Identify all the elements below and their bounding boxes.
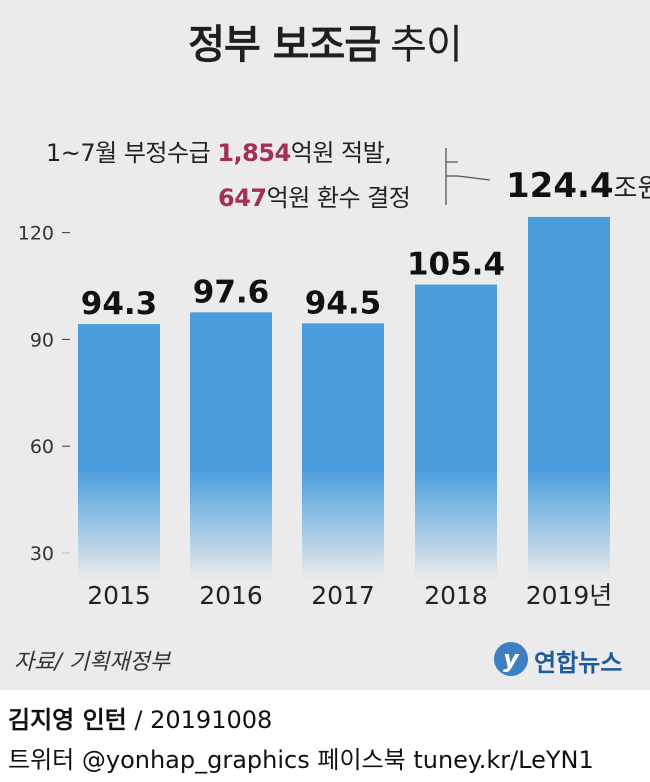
annotation-line-1-text: 1~7월 부정수급	[46, 139, 218, 167]
callout-value: 124.4	[506, 166, 614, 206]
chart-title: 정부 보조금 추이	[0, 12, 650, 70]
annotation-line-2: 647억원 환수 결정	[218, 178, 411, 213]
bar-value-labels: 94.3 97.6 94.5 105.4	[81, 247, 505, 323]
x-tick-label: 2015	[87, 581, 151, 610]
title-rest: 추이	[390, 22, 463, 68]
annotation-line-1: 1~7월 부정수급 1,854억원 적발,	[46, 133, 392, 168]
annotation-highlight-2: 647	[218, 184, 267, 212]
credit-line: 김지영 인턴 / 20191008	[8, 700, 272, 735]
annotation-line-2-suffix: 억원 환수 결정	[266, 184, 411, 212]
x-axis: 2015 2016 2017 2018 2019년	[87, 581, 612, 610]
x-tick-label: 2018	[424, 581, 488, 610]
y-tick-label: 30	[30, 543, 54, 565]
y-tick-label: 60	[30, 436, 54, 458]
bar-chart: 30 60 90 120 94.3 97.6 94.5 105.4 2015 2016 2017…	[18, 148, 650, 610]
annotation-line-1-suffix: 억원 적발,	[290, 139, 392, 167]
callout-2019: 124.4조원	[506, 166, 650, 206]
bar-fade-overlay	[60, 470, 650, 580]
annotation-highlight-1: 1,854	[217, 139, 291, 167]
bar-value-label: 94.5	[305, 285, 382, 321]
source-note: 자료/ 기획재정부	[14, 650, 171, 675]
logo-text: 연합뉴스	[534, 649, 623, 677]
y-tick-label: 120	[18, 223, 54, 245]
x-tick-label: 2019년	[526, 581, 613, 610]
title-main: 정부 보조금	[188, 22, 381, 68]
y-axis: 30 60 90 120	[18, 223, 70, 565]
bar-value-label: 94.3	[81, 286, 158, 322]
social-links: 트위터 @yonhap_graphics 페이스북 tuney.kr/LeYN1	[8, 746, 594, 774]
annotation-bracket	[445, 148, 491, 205]
x-tick-label: 2017	[311, 581, 375, 610]
bar-value-label: 97.6	[193, 274, 270, 310]
bar-value-label: 105.4	[407, 247, 505, 283]
credit-date: / 20191008	[126, 706, 273, 734]
yonhap-logo-icon: y	[494, 642, 528, 676]
y-tick-label: 90	[30, 329, 54, 351]
credit-name: 김지영 인턴	[8, 706, 127, 734]
callout-unit: 조원	[613, 174, 650, 204]
x-tick-label: 2016	[199, 581, 263, 610]
